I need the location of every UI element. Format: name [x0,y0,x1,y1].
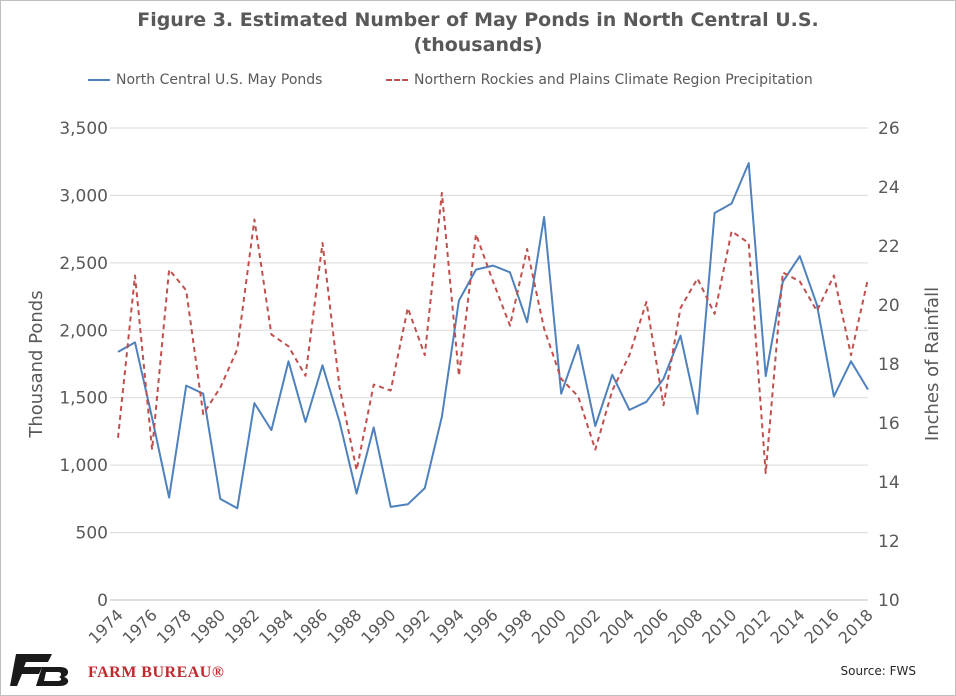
legend-item-ponds: North Central U.S. May Ponds [88,72,322,88]
x-tick-label: 2018 [835,605,877,647]
x-tick-label: 2000 [528,605,570,647]
y-left-axis-title: Thousand Ponds [26,290,47,438]
y-right-tick-label: 26 [878,119,900,139]
y-right-tick-label: 16 [878,414,900,434]
brand-name: FARM BUREAU® [88,664,225,681]
y-right-tick-label: 20 [878,296,900,316]
x-tick-label: 2010 [698,605,740,647]
x-tick-label: 1998 [494,605,536,647]
legend-label-ponds: North Central U.S. May Ponds [116,72,323,88]
source-note: Source: FWS [840,664,916,678]
x-tick-label: 2002 [562,605,604,647]
chart-title: Figure 3. Estimated Number of May Ponds … [0,8,956,58]
farm-bureau-logo [10,654,69,686]
legend-item-precip: Northern Rockies and Plains Climate Regi… [386,72,813,88]
x-tick-label: 1982 [221,605,263,647]
y-right-tick-label: 24 [878,178,900,198]
series-line-ponds [117,162,869,510]
y-right-tick-label: 10 [878,591,900,611]
x-tick-label: 2012 [732,605,774,647]
x-tick-label: 2016 [801,605,843,647]
y-left-tick-label: 500 [76,524,108,544]
x-tick-label: 1994 [426,605,468,647]
legend-label-precip: Northern Rockies and Plains Climate Regi… [414,72,813,88]
y-left-tick-label: 3,500 [59,119,108,139]
y-left-tick-label: 2,000 [59,321,108,341]
x-tick-label: 2004 [596,605,638,647]
y-right-tick-label: 12 [878,532,900,552]
x-tick-label: 2014 [766,605,808,647]
y-left-tick-label: 1,500 [59,389,108,409]
y-left-tick-label: 2,500 [59,254,108,274]
x-tick-label: 1976 [119,605,161,647]
y-left-tick-label: 0 [97,591,108,611]
chart-title-line1: Figure 3. Estimated Number of May Ponds … [137,9,819,31]
y-right-tick-label: 18 [878,355,900,375]
y-right-axis-title: Inches of Rainfall [922,287,943,441]
x-tick-label: 2008 [664,605,706,647]
x-tick-label: 1986 [289,605,331,647]
x-tick-label: 2006 [630,605,672,647]
y-right-tick-label: 14 [878,473,900,493]
y-left-tick-label: 3,000 [59,186,108,206]
x-tick-label: 1974 [85,605,127,647]
chart-legend: North Central U.S. May Ponds Northern Ro… [0,72,956,92]
x-tick-label: 1996 [460,605,502,647]
chart-title-line2: (thousands) [413,34,543,56]
x-tick-label: 1990 [357,605,399,647]
series-line-precipitation [117,191,869,475]
y-left-tick-label: 1,000 [59,456,108,476]
y-right-tick-label: 22 [878,237,900,257]
legend-swatch-precip [386,79,408,81]
legend-swatch-ponds [88,79,110,81]
x-tick-label: 1988 [323,605,365,647]
x-tick-label: 1980 [187,605,229,647]
x-tick-label: 1984 [255,605,297,647]
x-tick-label: 1978 [153,605,195,647]
x-tick-label: 1992 [391,605,433,647]
